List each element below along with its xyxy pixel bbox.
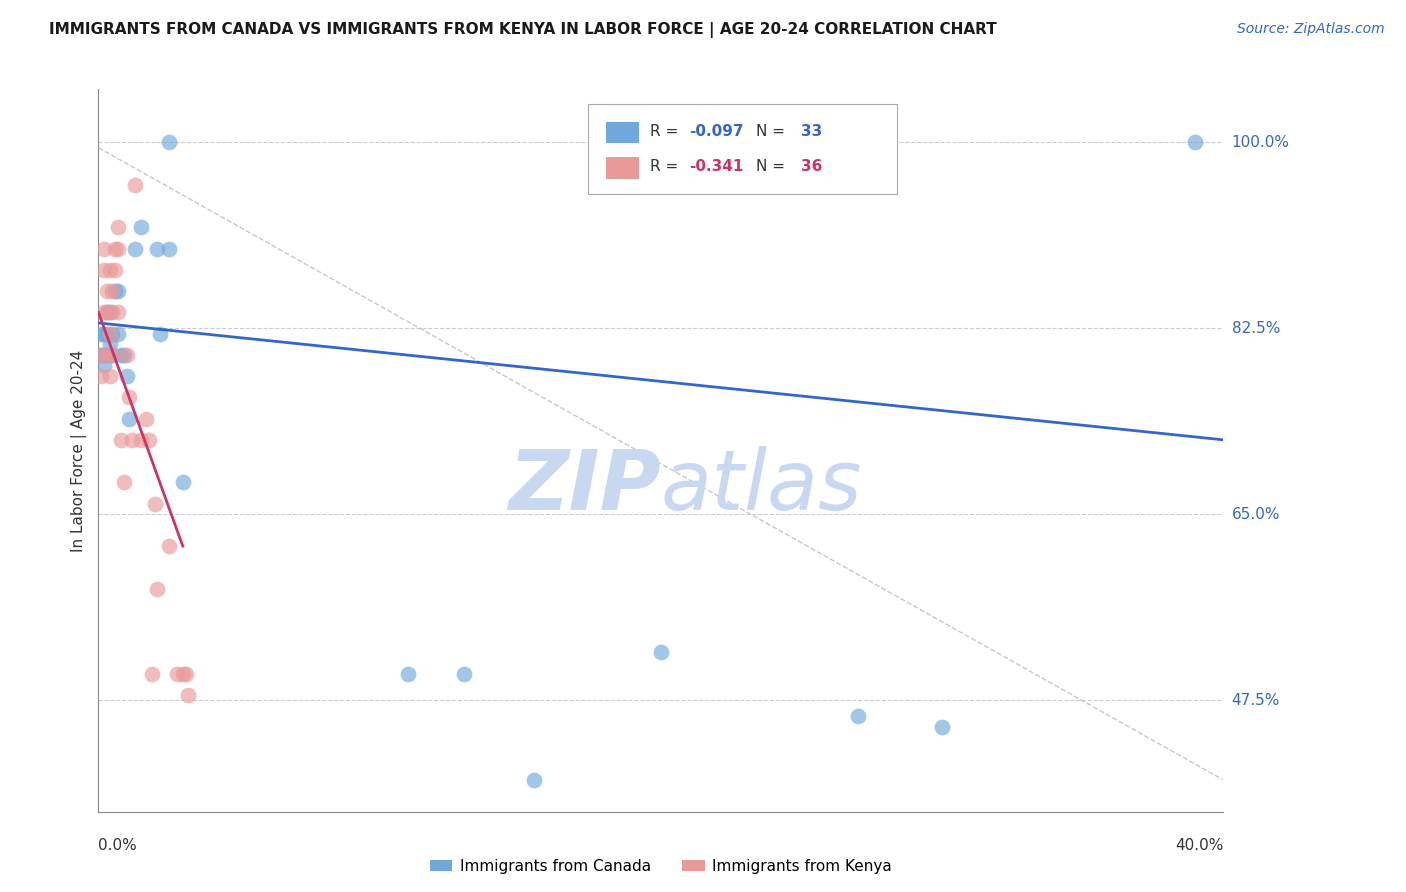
Point <box>98 337 121 351</box>
Point <box>129 220 152 235</box>
Point <box>146 242 169 256</box>
Text: 33: 33 <box>801 124 823 138</box>
Point <box>157 136 180 150</box>
Point <box>93 359 115 373</box>
Point <box>112 348 135 362</box>
Text: -0.341: -0.341 <box>689 159 744 174</box>
Point <box>846 709 869 723</box>
Point <box>107 326 129 341</box>
Point <box>98 326 121 341</box>
Point <box>98 263 121 277</box>
Text: Source: ZipAtlas.com: Source: ZipAtlas.com <box>1237 22 1385 37</box>
Point <box>101 326 124 341</box>
Point <box>118 411 141 425</box>
Point <box>90 326 112 341</box>
FancyBboxPatch shape <box>606 121 640 144</box>
Point <box>149 326 172 341</box>
Point <box>110 433 132 447</box>
Point <box>1184 136 1206 150</box>
Point <box>98 305 121 319</box>
Text: 65.0%: 65.0% <box>1232 507 1279 522</box>
Point <box>96 305 118 319</box>
Point <box>101 348 124 362</box>
Text: 40.0%: 40.0% <box>1175 838 1223 854</box>
Point <box>172 475 194 490</box>
Point <box>118 390 141 404</box>
Point <box>453 666 475 681</box>
Point <box>115 369 138 384</box>
Point <box>124 178 146 192</box>
Point <box>90 369 112 384</box>
Point <box>157 539 180 553</box>
Point <box>101 284 124 298</box>
Point <box>90 348 112 362</box>
Text: N =: N = <box>756 124 790 138</box>
Point <box>157 242 180 256</box>
Text: N =: N = <box>756 159 790 174</box>
FancyBboxPatch shape <box>588 103 897 194</box>
Text: R =: R = <box>650 159 683 174</box>
Point <box>931 720 953 734</box>
Point <box>143 497 166 511</box>
Point <box>138 433 160 447</box>
Text: 47.5%: 47.5% <box>1232 693 1279 707</box>
Point <box>650 645 672 659</box>
Legend: Immigrants from Canada, Immigrants from Kenya: Immigrants from Canada, Immigrants from … <box>423 853 898 880</box>
Point <box>107 284 129 298</box>
Point <box>146 582 169 596</box>
Point <box>523 772 546 787</box>
Point <box>104 242 127 256</box>
Point <box>135 411 157 425</box>
Point <box>121 433 143 447</box>
Point <box>141 666 163 681</box>
Point <box>98 369 121 384</box>
Point <box>93 305 115 319</box>
Text: 82.5%: 82.5% <box>1232 321 1279 335</box>
Point <box>93 326 115 341</box>
Point <box>107 220 129 235</box>
FancyBboxPatch shape <box>606 157 640 178</box>
Y-axis label: In Labor Force | Age 20-24: In Labor Force | Age 20-24 <box>72 350 87 551</box>
Point <box>96 348 118 362</box>
Point <box>96 305 118 319</box>
Text: 36: 36 <box>801 159 823 174</box>
Point <box>124 242 146 256</box>
Point <box>90 348 112 362</box>
Point <box>115 348 138 362</box>
Point <box>93 263 115 277</box>
Point <box>110 348 132 362</box>
Text: atlas: atlas <box>661 446 862 527</box>
Point <box>104 263 127 277</box>
Point <box>96 348 118 362</box>
Point <box>93 348 115 362</box>
Point <box>172 666 194 681</box>
Point <box>101 305 124 319</box>
Point <box>107 305 129 319</box>
Point <box>174 666 197 681</box>
Text: -0.097: -0.097 <box>689 124 744 138</box>
Point <box>166 666 188 681</box>
Text: IMMIGRANTS FROM CANADA VS IMMIGRANTS FROM KENYA IN LABOR FORCE | AGE 20-24 CORRE: IMMIGRANTS FROM CANADA VS IMMIGRANTS FRO… <box>49 22 997 38</box>
Point <box>129 433 152 447</box>
Point <box>177 688 200 702</box>
Point <box>101 348 124 362</box>
Point <box>96 326 118 341</box>
Point <box>93 242 115 256</box>
Point <box>107 242 129 256</box>
Text: R =: R = <box>650 124 683 138</box>
Text: 100.0%: 100.0% <box>1232 135 1289 150</box>
Point <box>96 284 118 298</box>
Point <box>112 475 135 490</box>
Point <box>104 284 127 298</box>
Text: ZIP: ZIP <box>508 446 661 527</box>
Text: 0.0%: 0.0% <box>98 838 138 854</box>
Point <box>396 666 419 681</box>
